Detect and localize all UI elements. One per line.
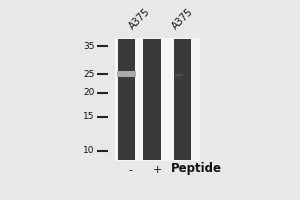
Text: 25: 25 <box>83 70 94 79</box>
Bar <box>175 74 183 76</box>
Text: 10: 10 <box>83 146 94 155</box>
Bar <box>117 71 136 77</box>
Text: A375: A375 <box>127 6 152 31</box>
Bar <box>143 39 161 160</box>
Text: A375: A375 <box>170 6 195 31</box>
Text: +: + <box>153 165 162 175</box>
Text: 20: 20 <box>83 88 94 97</box>
Text: 35: 35 <box>83 42 94 51</box>
Text: -: - <box>128 165 133 175</box>
Bar <box>116 38 200 161</box>
Text: 15: 15 <box>83 112 94 121</box>
Bar <box>118 39 135 160</box>
Bar <box>173 39 191 160</box>
Text: Peptide: Peptide <box>171 162 222 175</box>
Bar <box>135 39 143 160</box>
